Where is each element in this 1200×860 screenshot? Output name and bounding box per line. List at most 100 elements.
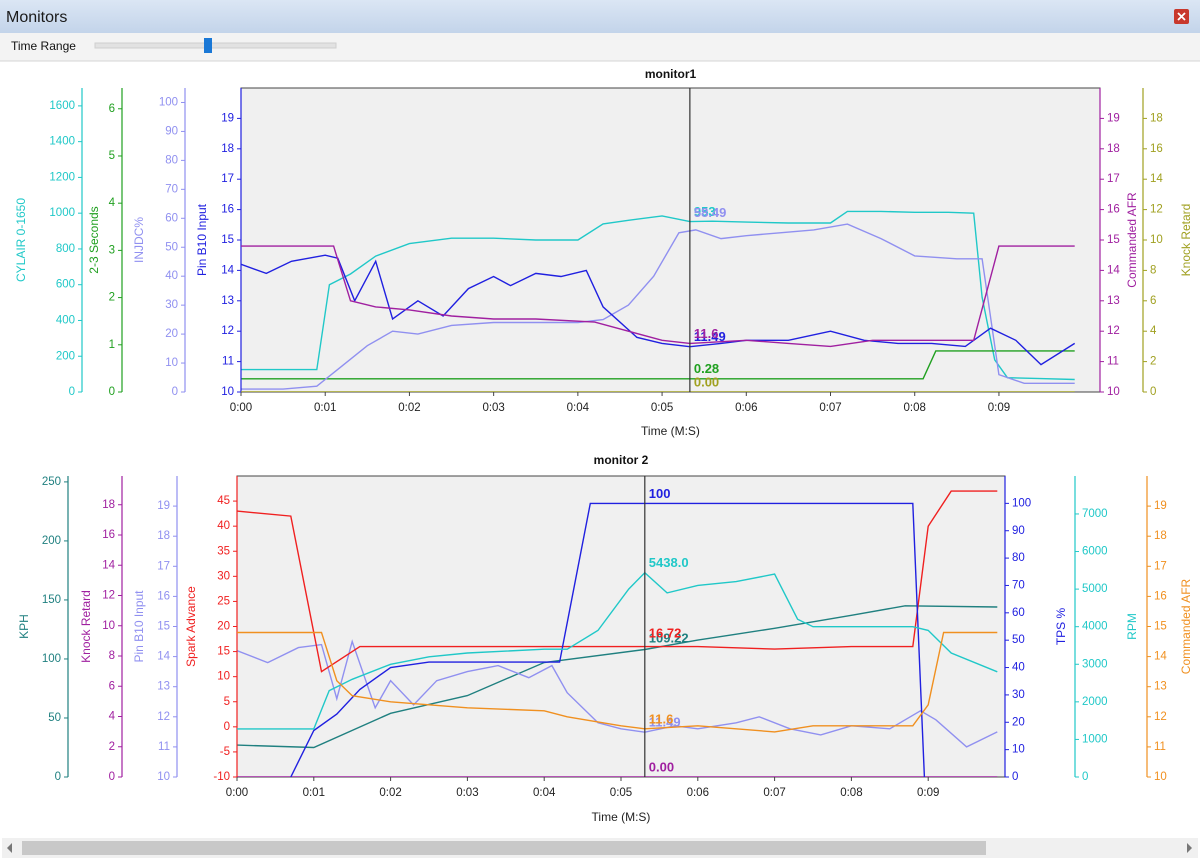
y-tick-label: 60 — [165, 212, 178, 224]
plot-area — [240, 87, 1101, 393]
y-axis-label: Knock Retard — [1179, 204, 1193, 277]
y-tick-label: -10 — [213, 771, 230, 783]
y-tick-label: 0 — [224, 721, 230, 733]
y-tick-label: 20 — [165, 328, 178, 340]
scroll-right-arrow[interactable] — [1187, 843, 1192, 853]
window-title: Monitors — [6, 9, 67, 26]
y-tick-label: 2 — [109, 292, 115, 304]
y-tick-label: 0 — [1012, 771, 1018, 783]
y-tick-label: 1 — [109, 339, 115, 351]
y-tick-label: 10 — [1150, 234, 1163, 246]
y-axis-label: KPH — [17, 614, 31, 639]
cursor-readout: 11.49 — [649, 715, 681, 730]
y-tick-label: 100 — [1012, 497, 1031, 509]
y-tick-label: 12 — [221, 325, 234, 337]
cursor-readout: 953 — [694, 204, 716, 219]
x-axis-label: Time (M:S) — [592, 810, 651, 824]
y-tick-label: 13 — [1107, 295, 1120, 307]
y-tick-label: 40 — [165, 270, 178, 282]
y-tick-label: 17 — [221, 173, 234, 185]
y-tick-label: 13 — [157, 681, 170, 693]
y-tick-label: 13 — [1154, 681, 1167, 693]
y-tick-label: 60 — [1012, 607, 1025, 619]
y-tick-label: 12 — [157, 711, 170, 723]
series-line — [241, 350, 1075, 380]
y-axis-label: Spark Advance — [184, 586, 198, 667]
y-tick-label: 40 — [1012, 662, 1025, 674]
scrollbar-thumb[interactable] — [22, 841, 986, 855]
y-axis-label: CYLAIR 0-1650 — [14, 198, 28, 282]
cursor-readout: 0.00 — [649, 759, 674, 774]
y-tick-label: 8 — [1150, 264, 1156, 276]
y-tick-label: 30 — [1012, 689, 1025, 701]
y-tick-label: 12 — [1107, 325, 1120, 337]
y-tick-label: 6 — [1150, 295, 1156, 307]
y-tick-label: 10 — [1154, 771, 1167, 783]
y-tick-label: 0 — [69, 386, 75, 398]
x-tick-label: 0:02 — [398, 402, 420, 414]
y-axis-label: RPM — [1125, 613, 1139, 640]
y-tick-label: 16 — [102, 529, 115, 541]
y-tick-label: 11 — [1154, 741, 1166, 753]
y-axis-label: INJDC% — [132, 217, 146, 263]
y-tick-label: 2 — [109, 741, 115, 753]
y-tick-label: 200 — [56, 350, 75, 362]
time-range-thumb[interactable] — [204, 38, 212, 53]
y-tick-label: 14 — [157, 651, 170, 663]
y-tick-label: 19 — [1154, 500, 1167, 512]
y-tick-label: 4 — [1150, 325, 1157, 337]
x-tick-label: 0:07 — [763, 787, 785, 799]
series-line — [237, 631, 998, 733]
time-range-label: Time Range — [11, 39, 76, 53]
x-tick-label: 0:04 — [533, 787, 556, 799]
y-tick-label: 17 — [157, 560, 170, 572]
cursor-readout: 11.6 — [694, 326, 719, 341]
y-tick-label: 18 — [1150, 112, 1163, 124]
y-tick-label: 10 — [102, 620, 115, 632]
y-tick-label: 80 — [165, 154, 178, 166]
cursor-readout: 0.00 — [694, 374, 719, 389]
close-icon[interactable] — [1177, 12, 1186, 21]
y-tick-label: 45 — [217, 495, 230, 507]
x-tick-label: 0:01 — [314, 402, 336, 414]
y-tick-label: 16 — [221, 204, 234, 216]
y-tick-label: 16 — [1154, 590, 1167, 602]
cursor-readout: 5438.0 — [649, 555, 689, 570]
y-tick-label: 16 — [157, 590, 170, 602]
y-tick-label: 600 — [56, 279, 75, 291]
y-tick-label: 3000 — [1082, 658, 1108, 670]
y-tick-label: 30 — [165, 299, 178, 311]
x-tick-label: 0:01 — [303, 787, 325, 799]
time-range-track[interactable] — [94, 42, 337, 49]
y-tick-label: 100 — [42, 653, 61, 665]
y-tick-label: 14 — [1107, 264, 1120, 276]
scroll-left-arrow[interactable] — [7, 843, 12, 853]
y-tick-label: 14 — [221, 264, 234, 276]
y-tick-label: 1600 — [49, 100, 75, 112]
title-bar — [0, 0, 1200, 33]
y-tick-label: 10 — [1107, 386, 1120, 398]
y-tick-label: 150 — [42, 594, 61, 606]
y-tick-label: 2 — [1150, 356, 1156, 368]
x-tick-label: 0:03 — [482, 402, 504, 414]
close-button[interactable] — [1174, 9, 1189, 24]
x-tick-label: 0:06 — [687, 787, 709, 799]
y-tick-label: 0 — [1082, 771, 1088, 783]
x-tick-label: 0:05 — [651, 402, 673, 414]
y-tick-label: 10 — [157, 771, 170, 783]
y-tick-label: 15 — [221, 234, 234, 246]
y-tick-label: 11 — [158, 741, 170, 753]
y-tick-label: 6000 — [1082, 546, 1108, 558]
y-tick-label: 4000 — [1082, 621, 1108, 633]
y-tick-label: 0 — [172, 386, 178, 398]
y-tick-label: 18 — [1154, 530, 1167, 542]
y-tick-label: 0 — [55, 771, 61, 783]
y-tick-label: 18 — [157, 530, 170, 542]
series-line — [241, 245, 1075, 348]
y-tick-label: 1200 — [49, 171, 75, 183]
x-tick-label: 0:00 — [226, 787, 248, 799]
chart-title: monitor 2 — [594, 453, 649, 467]
x-tick-label: 0:04 — [567, 402, 590, 414]
y-tick-label: -5 — [220, 746, 230, 758]
